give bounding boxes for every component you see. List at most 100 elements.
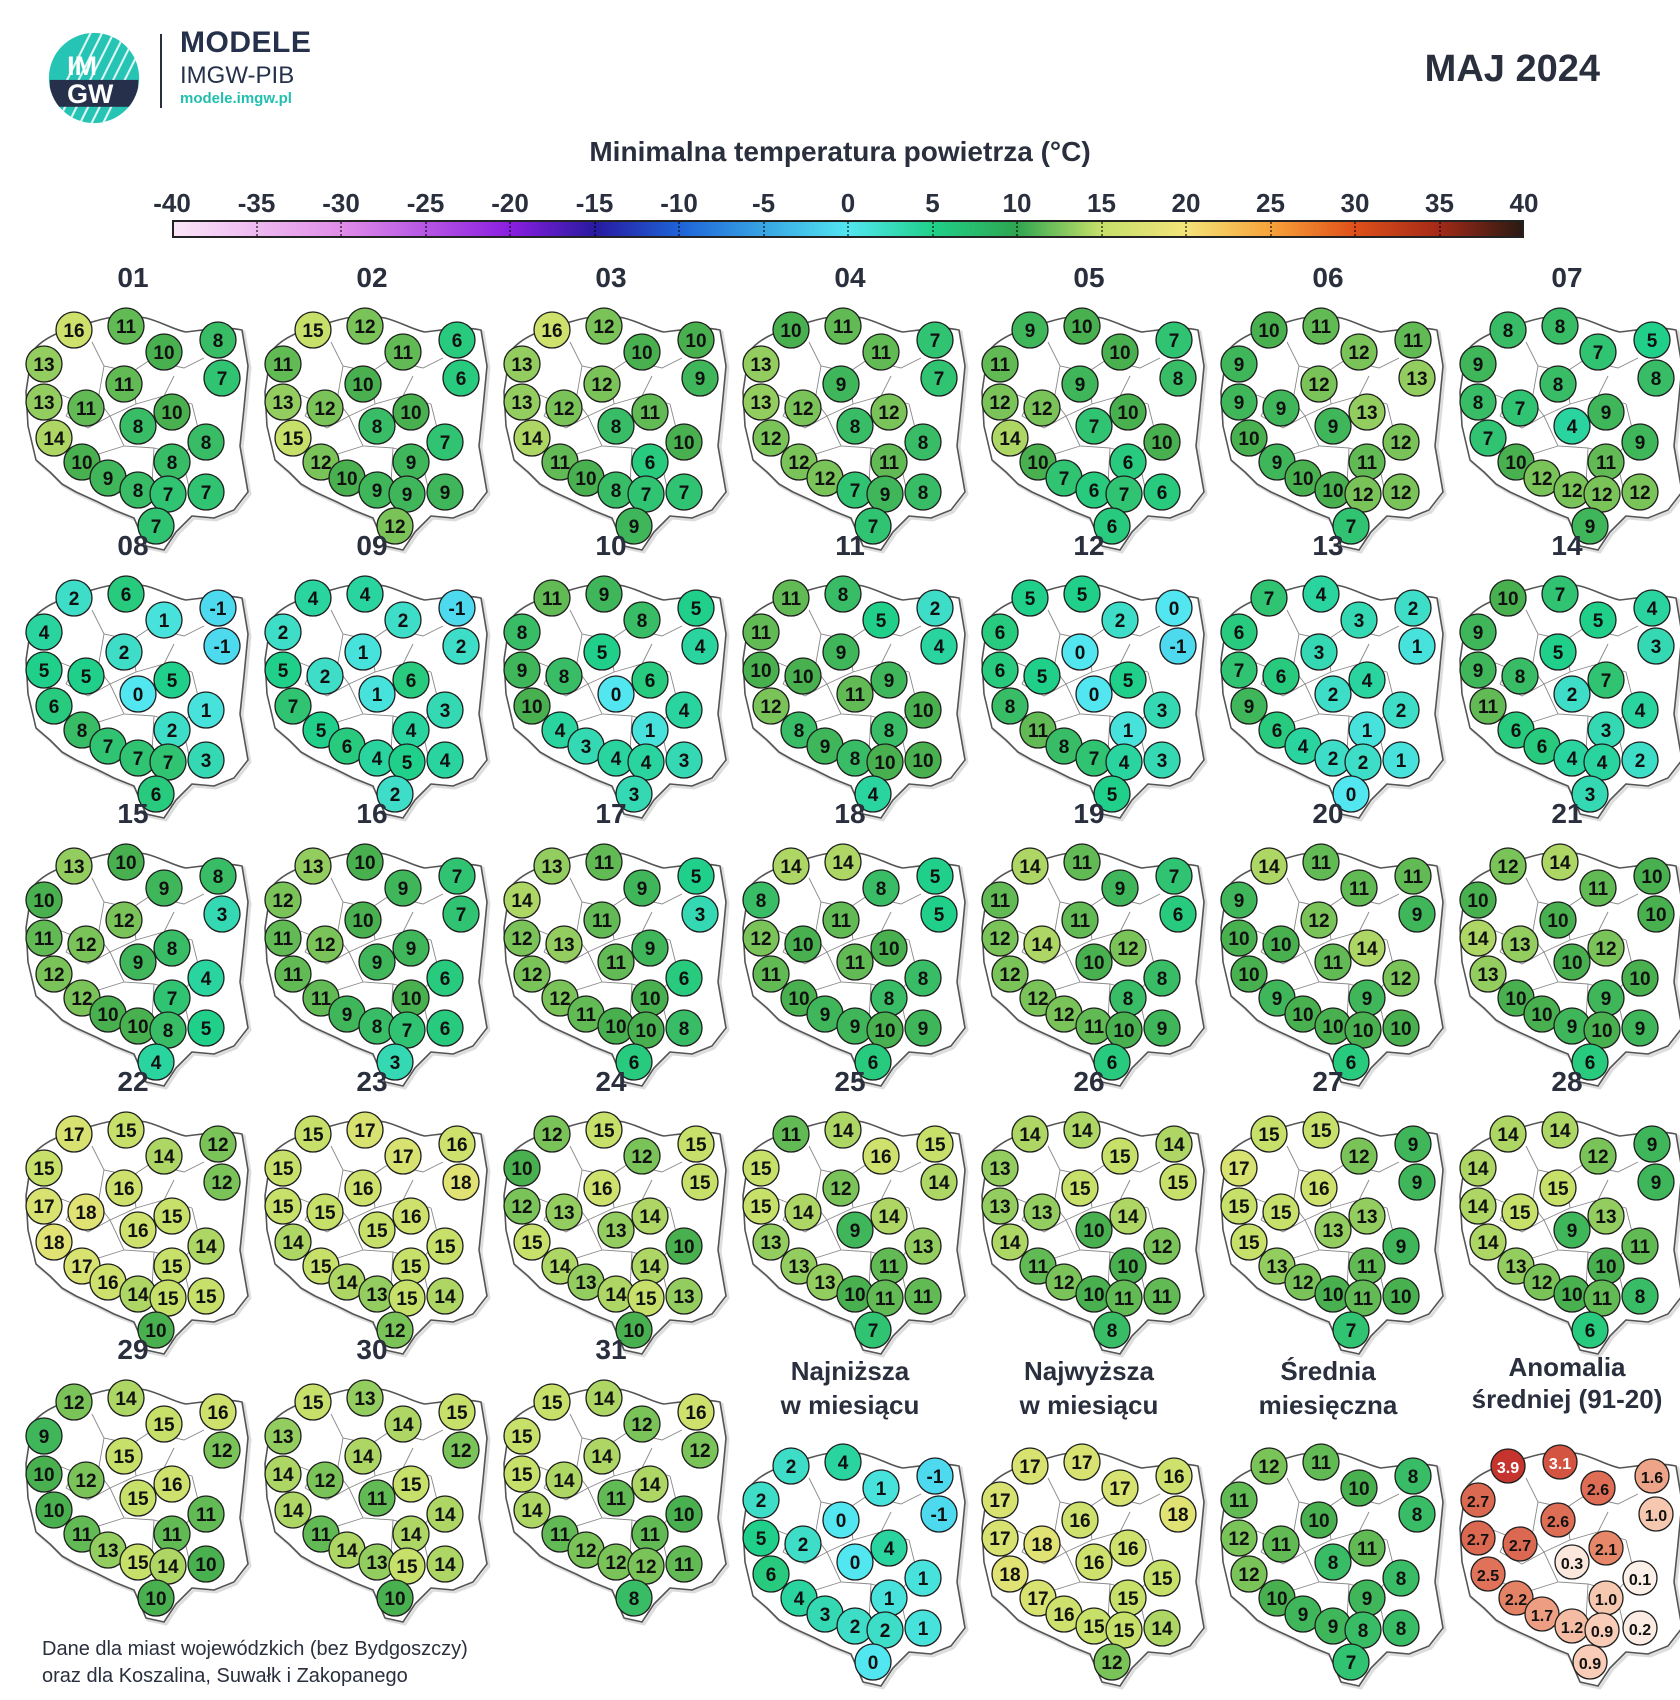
station-circle xyxy=(1093,775,1131,813)
station-marker: 7 xyxy=(1332,1311,1370,1349)
station-marker: 10 xyxy=(904,741,942,779)
station-marker: 10 xyxy=(1489,579,1527,617)
station-marker: 6 xyxy=(35,687,73,725)
station-marker: 12 xyxy=(1523,459,1561,497)
station-marker: 7 xyxy=(1075,739,1113,777)
station-circle xyxy=(533,847,571,885)
station-circle xyxy=(1302,1443,1340,1481)
station-value: 10 xyxy=(511,1159,532,1180)
station-marker: 14 xyxy=(1459,919,1497,957)
station-value: 11 xyxy=(311,989,332,1010)
station-marker: 8 xyxy=(1143,959,1181,997)
station-marker: 12 xyxy=(1489,847,1527,885)
station-marker: 15 xyxy=(119,1479,157,1517)
station-value: 0.1 xyxy=(1629,1572,1651,1589)
station-value: 15 xyxy=(1547,1179,1569,1200)
station-marker: 9 xyxy=(1398,1163,1436,1201)
station-circle xyxy=(503,1455,541,1493)
station-value: 2 xyxy=(786,1457,797,1478)
station-circle xyxy=(513,687,551,725)
station-marker: 12 xyxy=(105,901,143,939)
station-marker: 14 xyxy=(274,1491,312,1529)
station-value: 11 xyxy=(1084,1017,1105,1038)
station-value: 7 xyxy=(1593,343,1604,364)
station-circle xyxy=(870,393,908,431)
station-marker: 8 xyxy=(1637,359,1675,397)
station-value: 6 xyxy=(342,737,353,758)
station-value: 11 xyxy=(1070,911,1091,932)
station-marker: 14 xyxy=(545,1461,583,1499)
station-circle xyxy=(187,1277,225,1315)
station-circle xyxy=(822,1501,860,1539)
station-marker: 16 xyxy=(583,1169,621,1207)
station-marker: 2.7 xyxy=(1502,1526,1538,1562)
station-value: 10 xyxy=(521,697,542,718)
station-value: 14 xyxy=(392,1415,414,1436)
station-marker: 13 xyxy=(89,1531,127,1569)
station-marker: 13 xyxy=(981,1149,1019,1187)
station-circle xyxy=(35,687,73,725)
station-marker: 12 xyxy=(742,919,780,957)
station-circle xyxy=(1382,1277,1420,1315)
station-circle xyxy=(187,473,225,511)
station-marker: 7 xyxy=(1155,857,1193,895)
station-marker: 8 xyxy=(1541,307,1579,345)
station-value: 16 xyxy=(541,321,562,342)
station-value: 16 xyxy=(591,1179,612,1200)
station-circle xyxy=(119,943,157,981)
station-marker: 12 xyxy=(752,419,790,457)
station-circle xyxy=(1501,1193,1539,1231)
station-marker: 11 xyxy=(1143,1277,1181,1315)
station-value: 13 xyxy=(366,1285,387,1306)
station-marker: 13 xyxy=(545,925,583,963)
station-circle xyxy=(615,1311,653,1349)
station-circle xyxy=(545,389,583,427)
station-marker: 0 xyxy=(1332,775,1370,813)
day-label: 31 xyxy=(595,1334,627,1365)
station-marker: 4 xyxy=(920,627,958,665)
station-value: 5 xyxy=(201,1019,212,1040)
station-value: 15 xyxy=(1083,1617,1105,1638)
station-circle xyxy=(442,359,480,397)
station-marker: 9 xyxy=(904,1009,942,1047)
station-marker: 11 xyxy=(904,1277,942,1315)
station-value: 10 xyxy=(1645,905,1666,926)
station-value: 4 xyxy=(868,785,879,806)
station-circle xyxy=(1332,1043,1370,1081)
station-value: 12 xyxy=(314,399,335,420)
day-panel: 18 14 14 8 5 8 5 11 12 10 10 11 11 8 10 8 9 9 10 9 6 xyxy=(731,798,969,1090)
station-circle xyxy=(1489,847,1527,885)
station-marker: 2.7 xyxy=(1460,1520,1496,1556)
voivodeship-border xyxy=(163,1447,175,1469)
station-value: 10 xyxy=(673,433,694,454)
station-marker: 10 xyxy=(866,743,904,781)
station-circle xyxy=(55,1115,93,1153)
voivodeship-border xyxy=(880,1511,892,1533)
station-marker: 2 xyxy=(1621,741,1659,779)
station-value: 1 xyxy=(918,1569,929,1590)
station-value: 12 xyxy=(211,1441,232,1462)
station-marker: 10 xyxy=(1553,943,1591,981)
station-circle xyxy=(665,1545,703,1583)
station-value: 13 xyxy=(272,1427,293,1448)
station-marker: 12 xyxy=(1382,959,1420,997)
station-marker: 4 xyxy=(870,1529,908,1567)
station-value: 15 xyxy=(396,1557,418,1578)
station-circle xyxy=(1571,1043,1609,1081)
station-value: 8 xyxy=(629,1589,640,1610)
station-marker: 7 xyxy=(1045,459,1083,497)
station-circle xyxy=(1579,869,1617,907)
colorbar-tick-mark xyxy=(424,222,428,236)
station-value: 2 xyxy=(1408,599,1419,620)
day-panel: 17 13 11 9 5 14 3 11 12 13 9 12 11 6 12 10 11 10 10 8 6 xyxy=(492,798,730,1090)
colorbar-tick: 20 xyxy=(1171,188,1201,218)
day-label: 26 xyxy=(1073,1066,1105,1097)
station-circle xyxy=(822,365,860,403)
station-value: 6 xyxy=(1585,1053,1596,1074)
station-marker: 14 xyxy=(1109,1197,1147,1235)
station-marker: 10 xyxy=(1382,1277,1420,1315)
station-value: 8 xyxy=(1555,317,1566,338)
